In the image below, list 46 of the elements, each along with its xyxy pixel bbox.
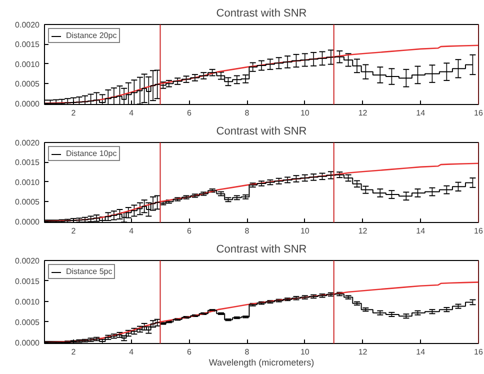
y-tick-label: 0.0005 [15,318,40,327]
x-tick-label: 12 [358,226,368,236]
y-tick-label: 0.0000 [15,99,40,108]
chart-title: Contrast with SNR [216,8,307,20]
x-tick-label: 10 [300,226,310,236]
x-axis-title: Wavelength (micrometers) [208,358,314,368]
x-tick-label: 12 [358,108,368,118]
legend-label: Distance 5pc [66,267,112,276]
x-tick-label: 16 [474,226,484,236]
y-tick-label: 0.0010 [15,178,40,187]
x-tick-label: 2 [71,348,76,356]
x-tick-label: 6 [186,108,192,118]
x-tick-label: 8 [244,348,250,356]
y-tick-label: 0.0015 [15,40,40,50]
x-tick-label: 4 [129,226,134,236]
y-tick-label: 0.0005 [15,198,40,207]
y-tick-label: 0.0020 [15,138,40,148]
legend-label: Distance 20pc [66,31,117,40]
x-tick-label: 8 [244,226,250,236]
y-tick-label: 0.0020 [15,20,40,30]
x-tick-label: 12 [358,348,368,356]
x-tick-label: 4 [129,108,134,118]
y-tick-label: 0.0020 [15,256,40,266]
chart-title: Contrast with SNR [216,126,307,138]
x-tick-label: 6 [186,226,192,236]
x-tick-label: 2 [71,108,76,118]
x-tick-label: 14 [416,108,426,118]
x-tick-label: 14 [416,348,426,356]
y-tick-label: 0.0005 [15,80,40,89]
y-tick-label: 0.0015 [15,276,40,286]
y-tick-label: 0.0000 [15,338,40,348]
y-tick-label: 0.0015 [15,158,40,168]
legend-label: Distance 10pc [66,149,117,158]
y-tick-label: 0.0010 [15,297,40,306]
x-tick-label: 10 [300,348,310,356]
x-tick-label: 2 [71,226,76,236]
x-tick-label: 14 [416,226,426,236]
x-tick-label: 10 [300,108,310,118]
x-tick-label: 8 [244,108,250,118]
chart-title: Contrast with SNR [216,244,307,256]
x-tick-label: 4 [129,348,134,356]
x-tick-label: 16 [474,108,484,118]
x-tick-label: 16 [474,348,484,356]
y-tick-label: 0.0000 [15,217,40,226]
x-tick-label: 6 [186,348,192,356]
y-tick-label: 0.0010 [15,60,40,69]
